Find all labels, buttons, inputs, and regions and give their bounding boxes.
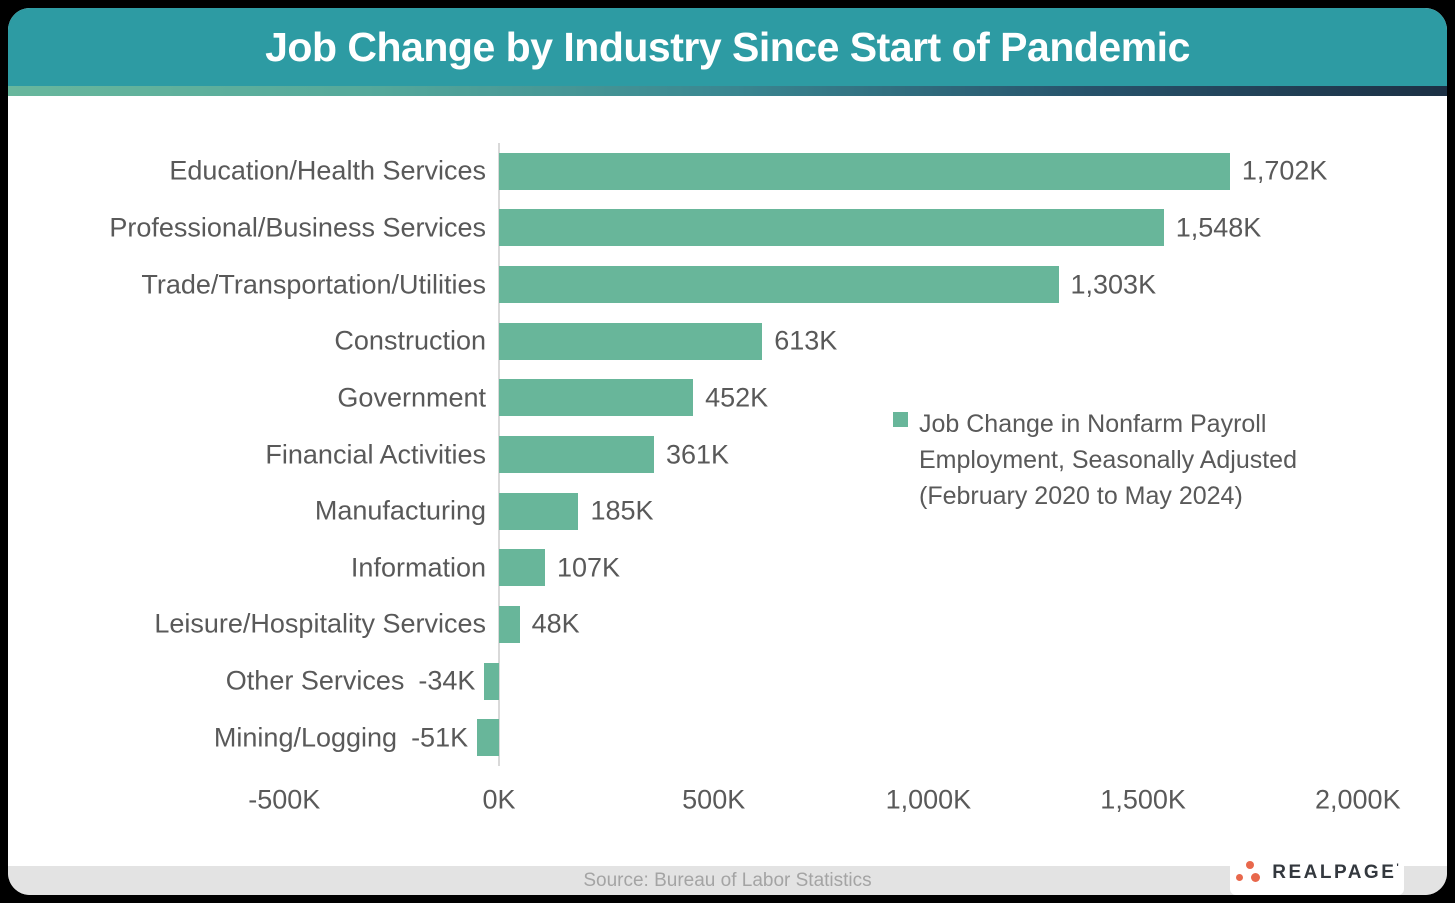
category-label: Other Services (225, 665, 405, 696)
value-label: 1,548K (1175, 212, 1262, 243)
x-axis-tick-label: 1,000K (885, 784, 972, 815)
logo-dot (1236, 874, 1244, 881)
legend-swatch-icon (893, 412, 908, 427)
bar-professional-business-services (499, 209, 1164, 247)
realpage-logo: REALPAGE' (1230, 850, 1404, 895)
chart-legend: Job Change in Nonfarm Payroll Employment… (893, 406, 1297, 514)
category-label: Professional/Business Services (109, 212, 486, 243)
bar-construction (499, 322, 763, 360)
value-label: 1,702K (1241, 155, 1328, 186)
category-label: Financial Activities (265, 439, 486, 470)
value-label: 48K (531, 608, 580, 639)
chart-card: Job Change by Industry Since Start of Pa… (8, 8, 1447, 895)
bar-financial-activities (499, 436, 654, 474)
category-label: Construction (334, 325, 486, 356)
bar-information (499, 549, 545, 587)
bar-government (499, 379, 694, 417)
realpage-dots-icon (1235, 860, 1263, 885)
category-and-value-label: Mining/Logging -51K (214, 722, 468, 753)
accent-strip (8, 86, 1447, 96)
value-label: -34K (418, 665, 476, 696)
value-label: 1,303K (1070, 269, 1157, 300)
x-axis-tick-label: 1,500K (1100, 784, 1186, 815)
page-title: Job Change by Industry Since Start of Pa… (265, 23, 1190, 70)
bar-other-services (484, 662, 499, 700)
trademark-mark: ' (1396, 862, 1399, 874)
bar-manufacturing (499, 492, 579, 530)
value-label: -51K (411, 722, 469, 753)
legend-label: Job Change in Nonfarm Payroll Employment… (919, 406, 1297, 514)
x-axis-tick-label: 0K (482, 784, 516, 815)
legend-line: Employment, Seasonally Adjusted (919, 446, 1297, 474)
legend-line: Job Change in Nonfarm Payroll (919, 410, 1267, 438)
realpage-text: REALPAGE (1272, 861, 1397, 883)
source-text: Source: Bureau of Labor Statistics (583, 869, 872, 891)
header: Job Change by Industry Since Start of Pa… (8, 8, 1447, 86)
value-label: 185K (590, 495, 654, 526)
value-label: 361K (666, 439, 730, 470)
source-footer: Source: Bureau of Labor Statistics (8, 866, 1447, 895)
logo-dot (1246, 861, 1255, 869)
value-label: 452K (705, 382, 769, 413)
category-and-value-label: Other Services -34K (226, 666, 476, 697)
legend-line: (February 2020 to May 2024) (919, 482, 1243, 510)
bar-mining-logging (477, 719, 499, 757)
x-axis-tick-label: 500K (682, 784, 746, 815)
bar-trade-transportation-utilities (499, 266, 1059, 304)
category-label: Trade/Transportation/Utilities (141, 269, 486, 300)
category-label: Mining/Logging (213, 722, 398, 753)
category-label: Information (350, 552, 486, 583)
value-label: 613K (774, 325, 838, 356)
category-label: Government (337, 382, 486, 413)
bar-chart: Job Change in Nonfarm Payroll Employment… (8, 96, 1447, 866)
x-axis-tick-label: -500K (248, 784, 321, 815)
bar-leisure-hospitality-services (499, 605, 520, 643)
logo-dot (1251, 873, 1261, 882)
value-label: 107K (556, 552, 620, 583)
x-axis-tick-label: 2,000K (1315, 784, 1401, 815)
category-label: Leisure/Hospitality Services (154, 608, 486, 639)
category-label: Education/Health Services (169, 155, 486, 186)
bar-education-health-services (499, 152, 1230, 190)
realpage-wordmark: REALPAGE' (1272, 862, 1399, 884)
category-label: Manufacturing (314, 495, 486, 526)
